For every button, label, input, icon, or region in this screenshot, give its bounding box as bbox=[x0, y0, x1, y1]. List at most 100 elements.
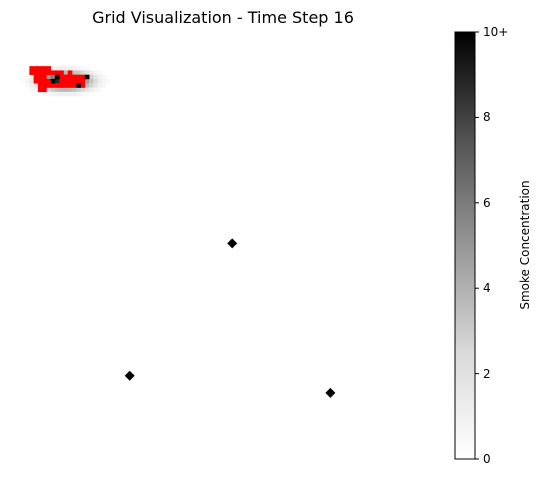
smoke-cell bbox=[97, 74, 103, 80]
smoke-cell bbox=[72, 66, 77, 71]
smoke-cell bbox=[93, 83, 98, 88]
fire-cell bbox=[54, 83, 60, 88]
smoke-cell bbox=[84, 66, 90, 71]
diamond-marker bbox=[124, 370, 135, 381]
colorbar-label: Smoke Concentration bbox=[518, 180, 532, 310]
smoke-cell bbox=[63, 70, 69, 75]
smoke-cell bbox=[25, 74, 30, 80]
fire-cell bbox=[37, 66, 43, 71]
fire-cell bbox=[46, 78, 51, 84]
smoke-cell bbox=[84, 87, 90, 93]
smoke-cell bbox=[63, 87, 69, 93]
smoke-cell bbox=[93, 74, 98, 80]
smoke-cell bbox=[80, 87, 86, 93]
colorbar bbox=[454, 31, 476, 460]
diamond-marker bbox=[325, 387, 336, 398]
smoke-cell bbox=[101, 78, 107, 84]
fire-cell bbox=[37, 70, 43, 75]
fire-cell bbox=[46, 70, 51, 75]
fire-cell bbox=[63, 83, 69, 88]
smoke-cell bbox=[50, 87, 56, 93]
smoke-cell bbox=[89, 78, 94, 84]
fire-cell bbox=[67, 74, 73, 80]
smoke-cell bbox=[63, 66, 69, 71]
smoke-cell bbox=[106, 78, 111, 84]
smoke-cell bbox=[72, 70, 77, 75]
dark-cells bbox=[50, 74, 90, 88]
smoke-cell bbox=[76, 70, 81, 75]
fire-cell bbox=[33, 70, 39, 75]
fire-cell bbox=[67, 70, 73, 75]
smoke-cell bbox=[93, 70, 98, 75]
smoke-cell bbox=[29, 87, 34, 93]
chart-title: Grid Visualization - Time Step 16 bbox=[92, 8, 354, 27]
fire-cell bbox=[42, 78, 47, 84]
smoke-cell bbox=[63, 91, 69, 97]
fire-cell bbox=[72, 78, 77, 84]
fire-cell bbox=[33, 66, 39, 71]
fire-cell bbox=[59, 83, 64, 88]
smoke-cell bbox=[54, 87, 60, 93]
smoke-cell bbox=[72, 91, 77, 97]
fire-cell bbox=[33, 74, 39, 80]
fire-cell bbox=[63, 78, 69, 84]
smoke-cell bbox=[54, 66, 60, 71]
fire-cell bbox=[37, 83, 43, 88]
smoke-cell bbox=[97, 87, 103, 93]
fire-cell bbox=[29, 70, 34, 75]
colorbar-tick-label: 8 bbox=[483, 110, 491, 125]
smoke-cell bbox=[29, 83, 34, 88]
smoke-cell bbox=[76, 66, 81, 71]
smoke-cell bbox=[89, 83, 94, 88]
smoke-cell bbox=[25, 78, 30, 84]
fire-cell bbox=[80, 74, 86, 80]
fire-cell bbox=[33, 78, 39, 84]
smoke-cell bbox=[29, 74, 34, 80]
smoke-cell bbox=[101, 74, 107, 80]
markers bbox=[124, 238, 336, 398]
smoke-cell bbox=[33, 87, 39, 93]
dark-cell bbox=[54, 74, 60, 80]
smoke-cell bbox=[46, 74, 51, 80]
fire-cell bbox=[67, 83, 73, 88]
fire-cell bbox=[76, 78, 81, 84]
smoke-cell bbox=[59, 87, 64, 93]
fire-cell bbox=[76, 74, 81, 80]
fire-cell bbox=[63, 74, 69, 80]
smoke-cell bbox=[80, 66, 86, 71]
fire-cell bbox=[67, 78, 73, 84]
smoke-cell bbox=[20, 78, 26, 84]
smoke-cell bbox=[54, 78, 60, 84]
colorbar-tick-label: 2 bbox=[483, 366, 491, 381]
fire-cell bbox=[29, 66, 34, 71]
fire-cell bbox=[80, 83, 86, 88]
smoke-cell bbox=[67, 66, 73, 71]
smoke-cell bbox=[80, 70, 86, 75]
smoke-cell bbox=[84, 70, 90, 75]
smoke-cell bbox=[101, 83, 107, 88]
smoke-cell bbox=[59, 91, 64, 97]
fire-cell bbox=[37, 87, 43, 93]
fire-cell bbox=[54, 70, 60, 75]
fire-cell bbox=[72, 74, 77, 80]
fire-cell bbox=[42, 74, 47, 80]
smoke-cell bbox=[84, 78, 90, 84]
fire-cell bbox=[59, 74, 64, 80]
fire-cell bbox=[80, 78, 86, 84]
colorbar-ticks bbox=[475, 31, 479, 460]
fire-cell bbox=[50, 70, 56, 75]
smoke-cell bbox=[97, 70, 103, 75]
smoke-cell bbox=[76, 87, 81, 93]
smoke-cell bbox=[50, 66, 56, 71]
smoke-cell bbox=[76, 91, 81, 97]
colorbar-tick-label: 0 bbox=[483, 452, 491, 466]
smoke-cell bbox=[50, 74, 56, 80]
smoke-cell bbox=[84, 83, 90, 88]
fire-cell bbox=[37, 74, 43, 80]
smoke-cell bbox=[67, 87, 73, 93]
smoke-cell bbox=[59, 66, 64, 71]
fire-cell bbox=[37, 78, 43, 84]
fire-cell bbox=[72, 83, 77, 88]
colorbar-tick-label: 6 bbox=[483, 195, 491, 210]
